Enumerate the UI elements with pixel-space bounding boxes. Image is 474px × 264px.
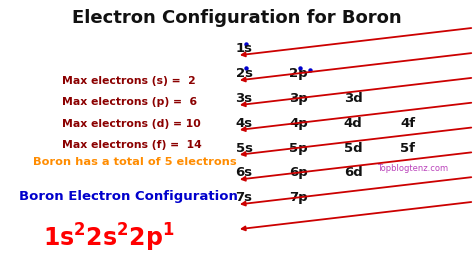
Text: 3s: 3s bbox=[236, 92, 253, 105]
Text: 4f: 4f bbox=[400, 117, 415, 130]
Text: 5d: 5d bbox=[344, 142, 363, 155]
Text: 4p: 4p bbox=[289, 117, 308, 130]
Text: 5p: 5p bbox=[289, 142, 308, 155]
Text: 5f: 5f bbox=[400, 142, 415, 155]
Text: Max electrons (s) =  2: Max electrons (s) = 2 bbox=[62, 76, 195, 86]
Text: 4d: 4d bbox=[344, 117, 363, 130]
Text: 2s: 2s bbox=[236, 67, 253, 80]
Text: Boron has a total of 5 electrons: Boron has a total of 5 electrons bbox=[33, 157, 237, 167]
Text: 4s: 4s bbox=[236, 117, 253, 130]
Text: 1s: 1s bbox=[236, 42, 253, 55]
Text: 6d: 6d bbox=[344, 166, 363, 180]
Text: Electron Configuration for Boron: Electron Configuration for Boron bbox=[72, 9, 402, 27]
Text: 7s: 7s bbox=[236, 191, 253, 204]
Text: Max electrons (p) =  6: Max electrons (p) = 6 bbox=[62, 97, 197, 107]
Text: 5s: 5s bbox=[236, 142, 253, 155]
Text: 7p: 7p bbox=[289, 191, 308, 204]
Text: 6s: 6s bbox=[236, 166, 253, 180]
Text: Max electrons (f) =  14: Max electrons (f) = 14 bbox=[62, 140, 201, 150]
Text: 3d: 3d bbox=[344, 92, 363, 105]
Text: 3p: 3p bbox=[289, 92, 308, 105]
Text: $\mathbf{1s^22s^22p^1}$: $\mathbf{1s^22s^22p^1}$ bbox=[43, 221, 174, 254]
Text: 2p: 2p bbox=[289, 67, 308, 80]
Text: Boron Electron Configuration: Boron Electron Configuration bbox=[19, 190, 238, 203]
Text: 6p: 6p bbox=[289, 166, 308, 180]
Text: Max electrons (d) = 10: Max electrons (d) = 10 bbox=[62, 119, 201, 129]
Text: Topblogtenz.com: Topblogtenz.com bbox=[377, 164, 448, 173]
